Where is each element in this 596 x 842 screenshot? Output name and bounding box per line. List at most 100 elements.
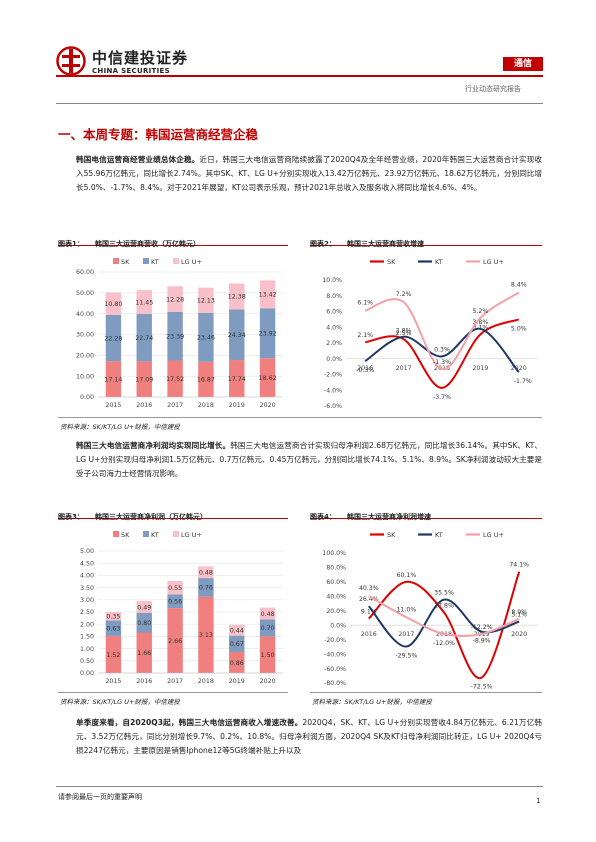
data-label: 0.35 bbox=[106, 614, 120, 621]
data-label: 7.2% bbox=[396, 291, 412, 298]
fig1-title: 韩国三大运营商营收（万亿韩元） bbox=[94, 240, 200, 248]
y-tick-label: 30.00 bbox=[76, 332, 94, 339]
data-label: 0.76 bbox=[199, 585, 213, 592]
series-line-lgu bbox=[368, 595, 520, 637]
data-label: 1.52 bbox=[106, 652, 120, 659]
bar-kt-2015 bbox=[105, 620, 122, 636]
doc-type: 行业动态研究报告 bbox=[465, 85, 521, 93]
series-line-sk bbox=[368, 571, 521, 679]
x-tick-label: 2016 bbox=[357, 365, 373, 372]
x-tick-label: 2019 bbox=[229, 402, 245, 409]
x-tick-label: 2020 bbox=[511, 365, 527, 372]
bar-lgu-2018 bbox=[198, 287, 214, 313]
data-label: 1.66 bbox=[137, 650, 151, 657]
brand-name-en: CHINA SECURITIES bbox=[92, 67, 170, 75]
y-tick-label: -4.0% bbox=[324, 387, 342, 394]
bar-sk-2015 bbox=[105, 635, 122, 673]
y-tick-label: 0.0% bbox=[330, 622, 346, 629]
bar-kt-2016 bbox=[136, 612, 152, 633]
fig2-label: 图表2： bbox=[310, 240, 336, 248]
section-title: 一、本周专题：韩国运营商经营企稳 bbox=[58, 127, 259, 142]
data-label: -12.2% bbox=[471, 624, 493, 631]
paragraph-2: 韩国三大电信运营商净利润均实现同比增长。韩国三大电信运营商合计实现归母净利润2.… bbox=[76, 439, 542, 481]
data-label: 12.38 bbox=[228, 294, 246, 301]
data-label: 17.8% bbox=[434, 602, 454, 609]
bar-kt-2019 bbox=[229, 309, 245, 361]
bar-lgu-2019 bbox=[229, 283, 245, 310]
series-line-sk bbox=[365, 318, 520, 389]
x-tick-label: 2020 bbox=[260, 402, 276, 409]
y-tick-label: 100.0% bbox=[322, 550, 346, 557]
data-label: 5.2% bbox=[473, 308, 489, 315]
bar-sk-2017 bbox=[167, 608, 183, 673]
data-label: 5.1% bbox=[511, 612, 527, 619]
bar-kt-2019 bbox=[229, 635, 245, 653]
x-tick-label: 2019 bbox=[472, 365, 488, 372]
fig4-chart: SK KT LG U+ 100.0% 80.0% 60.0% 40.0% 20.0% 0.0% -… bbox=[322, 531, 538, 689]
data-label: 2.5% bbox=[396, 330, 412, 337]
fig3-source: 资料来源：SK/KT/LG U+财报，中信建投 bbox=[60, 698, 180, 706]
footer-disclaimer: 请参阅最后一页的重要声明 bbox=[58, 793, 142, 801]
data-label: 3.8% bbox=[473, 319, 489, 326]
y-tick-label: -6.0% bbox=[324, 403, 342, 410]
paragraph-3: 单季度来看，自2020Q3起，韩国三大电信运营商收入增速改善。2020Q4，SK… bbox=[76, 716, 542, 758]
data-label: 0.70 bbox=[261, 625, 275, 632]
fig4-label: 图表4： bbox=[310, 513, 336, 521]
paragraph-1-body: 近日，韩国三大电信运营商陆续披露了2020Q4及全年经营业绩，2020年韩国三大… bbox=[76, 155, 542, 192]
data-label: 17.14 bbox=[104, 376, 122, 383]
data-label: 8.4% bbox=[511, 282, 527, 289]
bar-sk-2016 bbox=[136, 632, 152, 673]
bar-sk-2019 bbox=[229, 652, 245, 673]
y-tick-label: 1.50 bbox=[80, 634, 94, 641]
legend-label-0: SK bbox=[121, 531, 130, 539]
x-tick-label: 2020 bbox=[260, 678, 276, 685]
data-label: 23.39 bbox=[166, 333, 184, 340]
x-tick-label: 2018 bbox=[198, 402, 214, 409]
bar-lgu-2015 bbox=[105, 292, 122, 315]
data-label: 8.9% bbox=[511, 609, 527, 616]
data-label: 17.74 bbox=[228, 376, 246, 383]
paragraph-1: 韩国电信运营商经营业绩总体企稳。近日，韩国三大电信运营商陆续披露了2020Q4及… bbox=[76, 153, 542, 195]
y-tick-label: 0.0% bbox=[326, 356, 342, 363]
y-tick-label: 3.00 bbox=[80, 597, 94, 604]
data-label: 2.1% bbox=[357, 332, 373, 339]
data-label: 11.45 bbox=[135, 299, 153, 306]
y-tick-label: -20.0% bbox=[324, 637, 346, 644]
brand-name-cn: 中信建投证券 bbox=[92, 49, 189, 67]
y-tick-label: -2.0% bbox=[324, 372, 342, 379]
x-tick-label: 2015 bbox=[105, 678, 121, 685]
fig4-header: 图表4： 韩国三大运营商净利润增速 bbox=[310, 504, 542, 521]
fig1-source-rule bbox=[58, 417, 542, 418]
page-number: 1 bbox=[536, 797, 541, 805]
paragraph-2-lead: 韩国三大电信运营商净利润均实现同比增长。 bbox=[76, 441, 231, 450]
bar-kt-2017 bbox=[167, 594, 183, 609]
data-label: 0.56 bbox=[168, 599, 182, 606]
fig3-label: 图表3： bbox=[58, 513, 84, 521]
series-line-kt bbox=[364, 327, 520, 373]
fig1-header: 图表1： 韩国三大运营商营收（万亿韩元） bbox=[58, 231, 288, 248]
bar-lgu-2019 bbox=[229, 624, 245, 636]
x-tick-label: 2017 bbox=[167, 678, 183, 685]
legend-swatch-1 bbox=[143, 258, 149, 264]
bar-lgu-2015 bbox=[105, 612, 122, 621]
x-tick-label: 2019 bbox=[229, 678, 245, 685]
x-tick-label: 2017 bbox=[398, 631, 414, 638]
data-label: 0.3% bbox=[434, 346, 450, 353]
y-tick-label: 4.0% bbox=[326, 324, 342, 331]
legend-label-0: SK bbox=[121, 258, 130, 266]
legend-swatch-0 bbox=[113, 258, 119, 264]
data-label: 5.0% bbox=[511, 325, 527, 332]
legend-swatch-1 bbox=[143, 531, 149, 537]
data-label: 23.92 bbox=[259, 331, 277, 338]
bar-sk-2017 bbox=[167, 360, 183, 397]
data-label: 13.42 bbox=[259, 292, 277, 299]
fig2-title: 韩国三大运营商营收增速 bbox=[346, 240, 424, 248]
y-tick-label: 60.0% bbox=[326, 579, 346, 586]
paragraph-2-body: 韩国三大电信运营商合计实现归母净利润2.68万亿韩元，同比增长36.14%。其中… bbox=[76, 441, 543, 478]
x-tick-label: 2016 bbox=[361, 631, 377, 638]
y-tick-label: -60.0% bbox=[324, 666, 346, 673]
bar-sk-2018 bbox=[198, 361, 214, 397]
x-tick-label: 2020 bbox=[511, 631, 527, 638]
fig3-header: 图表3： 韩国三大运营商净利润（万亿韩元） bbox=[58, 504, 288, 521]
data-label: 0.67 bbox=[230, 641, 244, 648]
